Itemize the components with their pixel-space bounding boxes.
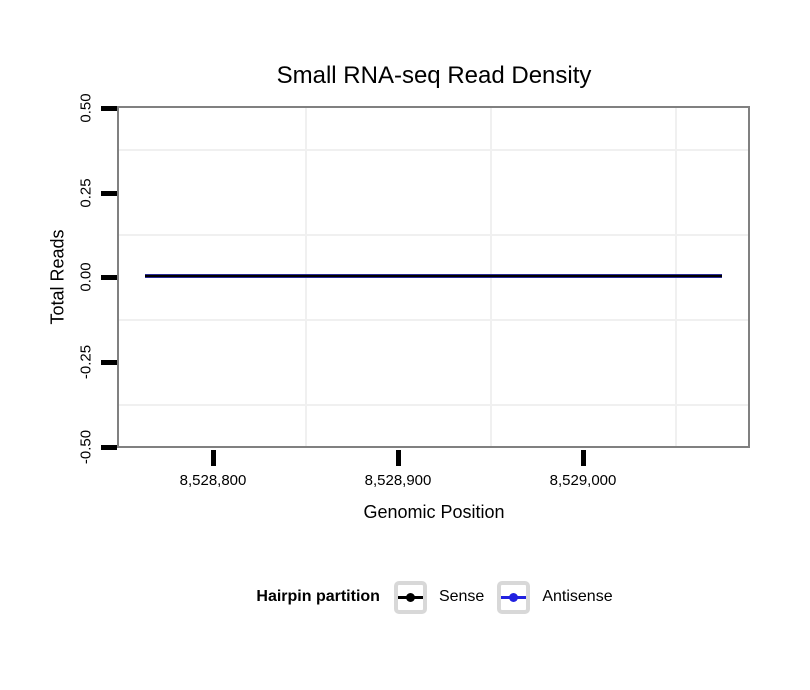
- y-tick-label: 0.25: [77, 178, 95, 208]
- read-density-line: [145, 274, 722, 278]
- x-axis-title: Genomic Position: [363, 502, 505, 522]
- legend-title: Hairpin partition: [256, 588, 380, 605]
- y-tick-mark: [101, 275, 117, 280]
- y-tick-mark: [101, 106, 117, 111]
- legend-label-sense: Sense: [438, 588, 485, 605]
- chart-title: Small RNA-seq Read Density: [276, 62, 592, 89]
- x-tick-mark: [396, 450, 401, 466]
- y-tick-label: 0.50: [77, 93, 95, 123]
- minor-gridline-horizontal: [119, 234, 748, 236]
- sense-series-line: [145, 275, 722, 277]
- y-tick-mark: [101, 445, 117, 450]
- legend-key-sense: [393, 580, 427, 614]
- minor-gridline-horizontal: [119, 319, 748, 321]
- legend-label-antisense: Antisense: [542, 588, 613, 605]
- y-tick-mark: [101, 191, 117, 196]
- legend: Hairpin partition Sense Antisense: [72, 579, 810, 615]
- antisense-point-icon: [509, 592, 519, 602]
- y-tick-label: 0.00: [77, 262, 95, 292]
- legend-key-antisense: [497, 580, 531, 614]
- x-tick-label: 8,529,000: [549, 472, 617, 489]
- x-tick-label: 8,528,800: [179, 472, 247, 489]
- y-tick-mark: [101, 360, 117, 365]
- sense-point-icon: [405, 592, 415, 602]
- x-tick-mark: [211, 450, 216, 466]
- x-tick-label: 8,528,900: [364, 472, 432, 489]
- y-tick-label: -0.50: [77, 429, 95, 465]
- x-tick-mark: [581, 450, 586, 466]
- minor-gridline-horizontal: [119, 149, 748, 151]
- plot-panel: [117, 106, 750, 448]
- minor-gridline-horizontal: [119, 404, 748, 406]
- y-axis-title: Total Reads: [47, 229, 68, 325]
- y-tick-label: -0.25: [77, 344, 95, 380]
